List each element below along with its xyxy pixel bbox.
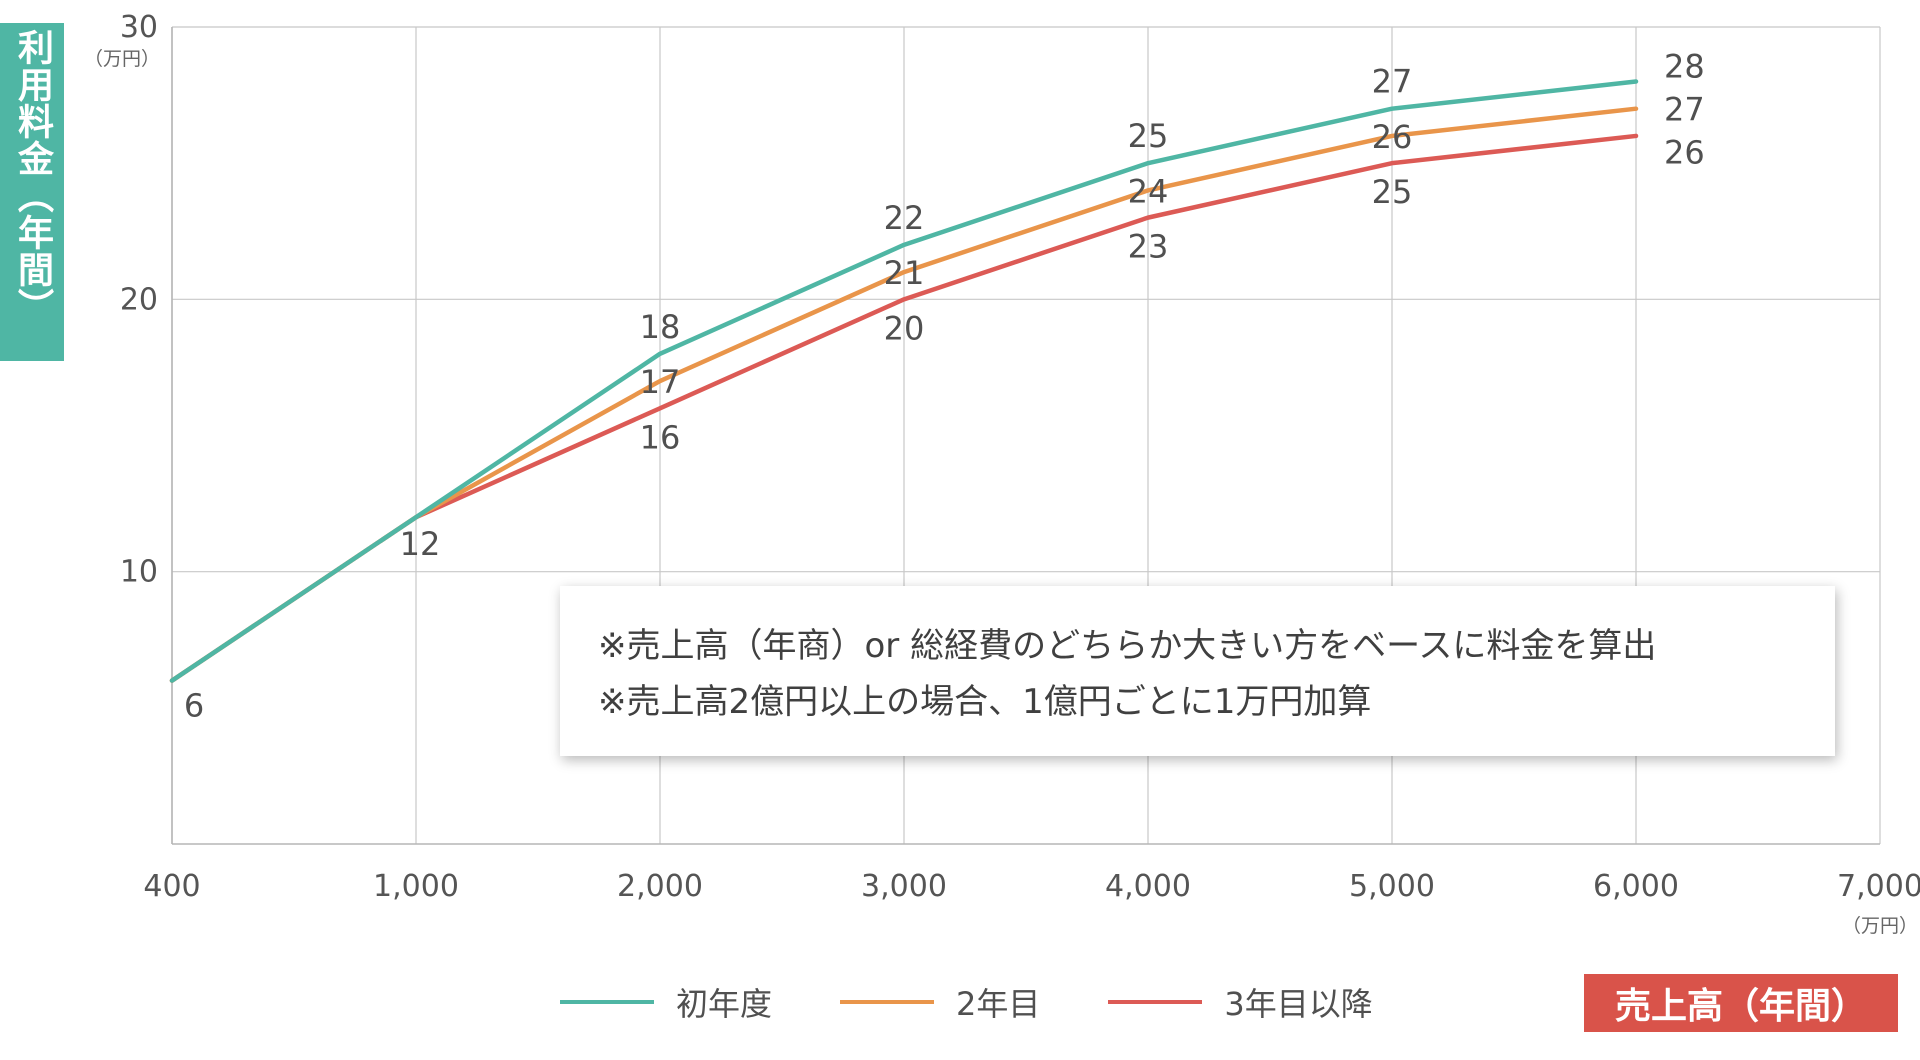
x-tick-label: 400 (143, 869, 200, 904)
legend-item-third-year: 3年目以降 (1108, 979, 1373, 1025)
data-label: 26 (1372, 118, 1413, 156)
x-axis-unit: （万円） (1842, 915, 1918, 937)
y-axis-ticks: 10 20 30 (120, 10, 158, 590)
data-label: 18 (640, 308, 681, 346)
data-label: 21 (884, 254, 925, 292)
y-tick-label: 10 (120, 555, 158, 590)
y-axis-title: 利用料金（年間） (0, 23, 64, 361)
legend-item-first-year: 初年度 (560, 979, 772, 1025)
legend-label-second-year: 2年目 (956, 985, 1041, 1023)
x-tick-label: 6,000 (1593, 869, 1679, 904)
data-label: 27 (1664, 90, 1705, 128)
data-label: 25 (1128, 117, 1169, 155)
legend-label-first-year: 初年度 (676, 985, 773, 1023)
series-lines (169, 79, 1639, 683)
data-label: 27 (1372, 63, 1413, 101)
x-tick-label: 5,000 (1349, 869, 1435, 904)
data-label: 17 (640, 363, 681, 401)
x-axis-title: 売上高（年間） (1584, 974, 1898, 1032)
data-label: 6 (184, 687, 204, 725)
x-tick-label: 4,000 (1105, 869, 1191, 904)
data-label: 12 (400, 525, 441, 563)
data-label: 16 (640, 418, 681, 456)
legend-item-second-year: 2年目 (840, 979, 1040, 1025)
note-line-1: ※売上高（年商）or 総経費のどちらか大きい方をベースに料金を算出 (598, 626, 1657, 666)
data-labels: 6 12 18 17 16 22 21 20 25 24 23 27 26 25 28 27 26 (184, 47, 1705, 724)
legend: 初年度 2年目 3年目以降 (560, 972, 1441, 1032)
note-line-2: ※売上高2億円以上の場合、1億円ごとに1万円加算 (598, 682, 1372, 722)
x-tick-label: 7,000 (1837, 869, 1920, 904)
note-box: ※売上高（年商）or 総経費のどちらか大きい方をベースに料金を算出 ※売上高2億… (560, 586, 1835, 756)
x-axis-ticks: 400 1,000 2,000 3,000 4,000 5,000 6,000 7,000 (143, 869, 1920, 904)
legend-swatch-third-year (1108, 1000, 1203, 1004)
data-label: 26 (1664, 133, 1705, 171)
data-label: 20 (884, 309, 925, 347)
x-tick-label: 1,000 (373, 869, 459, 904)
x-tick-label: 3,000 (861, 869, 947, 904)
data-label: 24 (1128, 172, 1169, 210)
data-label: 23 (1128, 228, 1169, 266)
y-tick-label: 30 (120, 10, 158, 45)
legend-swatch-first-year (560, 1000, 654, 1004)
data-label: 28 (1664, 47, 1705, 85)
y-tick-label: 20 (120, 282, 158, 317)
data-label: 25 (1372, 173, 1413, 211)
series-line-first-year (169, 79, 1639, 683)
legend-swatch-second-year (840, 1000, 935, 1004)
data-label: 22 (884, 199, 925, 237)
y-axis-unit: （万円） (84, 48, 160, 70)
legend-label-third-year: 3年目以降 (1224, 985, 1373, 1023)
x-tick-label: 2,000 (617, 869, 703, 904)
